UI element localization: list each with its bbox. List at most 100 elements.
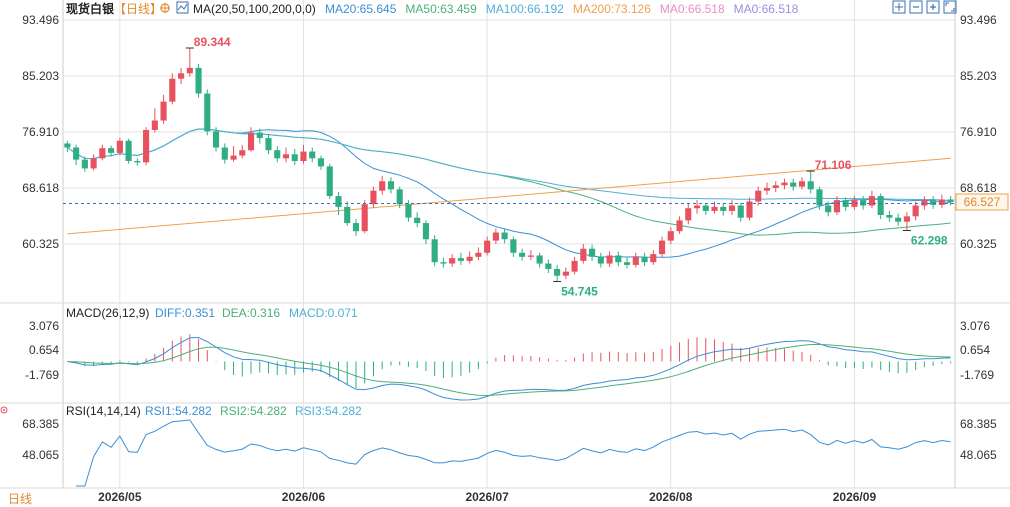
candle-body <box>484 240 491 253</box>
candle-body <box>658 240 666 255</box>
price-tick-label: 60.325 <box>960 237 997 251</box>
candle <box>186 48 193 77</box>
candle-body <box>73 147 80 160</box>
candle <box>116 138 123 155</box>
candle <box>405 200 412 222</box>
candle-body <box>606 255 613 264</box>
ma-value-label: MA50:63.459 <box>405 2 477 16</box>
candle <box>781 178 788 190</box>
candle-body <box>562 271 569 276</box>
macd-tick-label: -1.769 <box>960 368 994 382</box>
candle-body <box>143 129 150 163</box>
candle-body <box>510 239 517 253</box>
candle <box>361 200 368 234</box>
candle <box>938 194 945 209</box>
candle <box>693 200 701 214</box>
candle <box>379 175 386 195</box>
candle <box>239 144 246 159</box>
macd-diff-line <box>67 336 951 401</box>
candle <box>615 251 622 267</box>
candle-body <box>396 189 403 205</box>
candle <box>143 127 150 166</box>
candle-body <box>160 101 167 121</box>
candle <box>449 254 456 267</box>
candle-body <box>449 258 456 264</box>
indicator-chart-icon[interactable] <box>176 1 189 14</box>
candle <box>501 228 508 244</box>
candle <box>177 67 185 85</box>
candle <box>947 196 954 206</box>
high-annotation-1: 89.344 <box>194 35 231 49</box>
rsi3-value: RSI3:54.282 <box>295 404 362 418</box>
candle-body <box>247 132 255 151</box>
candle <box>554 264 561 282</box>
macd-tick-label: -1.769 <box>25 368 59 382</box>
price-tick-label: 76.910 <box>22 125 59 139</box>
ma-value-label: MA0:66.518 <box>734 2 799 16</box>
candle <box>204 89 211 136</box>
candle-body <box>370 190 377 205</box>
candle <box>344 201 351 226</box>
rsi-tick-label: 48.065 <box>22 448 59 462</box>
price-tick-label: 85.203 <box>960 69 997 83</box>
candlesticks <box>64 48 954 282</box>
candle-body <box>300 151 307 161</box>
price-tick-label: 60.325 <box>22 237 59 251</box>
candle <box>562 267 569 280</box>
candle <box>265 134 272 155</box>
price-tick-label: 93.496 <box>960 13 997 27</box>
candle <box>676 216 683 234</box>
candle <box>825 201 832 217</box>
candle <box>763 182 771 195</box>
period-switch-button[interactable]: 日线 <box>8 492 32 506</box>
candle-body <box>169 78 176 102</box>
candle <box>702 202 709 215</box>
zoom-in-icon[interactable] <box>926 0 940 14</box>
candle <box>728 200 736 215</box>
candle-body <box>116 140 123 153</box>
candle <box>527 250 534 261</box>
candle <box>606 251 613 267</box>
candle <box>912 201 919 221</box>
rsi-tick-label: 68.385 <box>960 417 997 431</box>
candle-body <box>309 151 316 159</box>
zoom-out-icon[interactable] <box>909 0 923 14</box>
fullscreen-icon[interactable] <box>943 0 957 14</box>
macd-axis-left: 3.076 0.654 -1.769 <box>25 319 59 382</box>
candle-body <box>291 154 298 161</box>
rsi-settings-icon[interactable] <box>0 406 8 414</box>
candle <box>282 147 290 163</box>
candle <box>545 259 552 274</box>
candle-body <box>204 93 211 132</box>
settings-gear-icon[interactable] <box>160 3 170 13</box>
macd-tick-label: 0.654 <box>960 343 990 357</box>
candle-body <box>326 166 333 197</box>
rsi-axis-left: 68.385 48.065 <box>22 417 59 462</box>
period-label[interactable]: 【日线】 <box>114 2 162 16</box>
candle <box>895 213 902 226</box>
candle-body <box>177 73 185 79</box>
candle-body <box>134 160 141 163</box>
candle-body <box>851 200 858 207</box>
candle-body <box>702 205 709 211</box>
candle <box>807 171 814 194</box>
candle <box>440 257 447 268</box>
rsi2-value: RSI2:54.282 <box>220 404 287 418</box>
candle-body <box>938 199 945 205</box>
candle-body <box>256 132 263 139</box>
macd-tick-label: 3.076 <box>960 319 990 333</box>
candle <box>667 227 674 244</box>
candle <box>169 73 176 105</box>
candle-body <box>457 258 464 261</box>
grid-lines <box>0 0 1010 489</box>
candle <box>352 219 360 236</box>
crosshair-icon[interactable] <box>892 0 906 14</box>
candle-body <box>921 200 928 206</box>
candle-body <box>807 181 814 190</box>
candle-body <box>221 147 228 160</box>
candle <box>589 244 596 261</box>
candle <box>484 236 491 256</box>
ma-params-label: MA(20,50,100,200,0,0) <box>193 2 316 16</box>
candle-body <box>125 140 132 161</box>
candle <box>737 202 744 222</box>
